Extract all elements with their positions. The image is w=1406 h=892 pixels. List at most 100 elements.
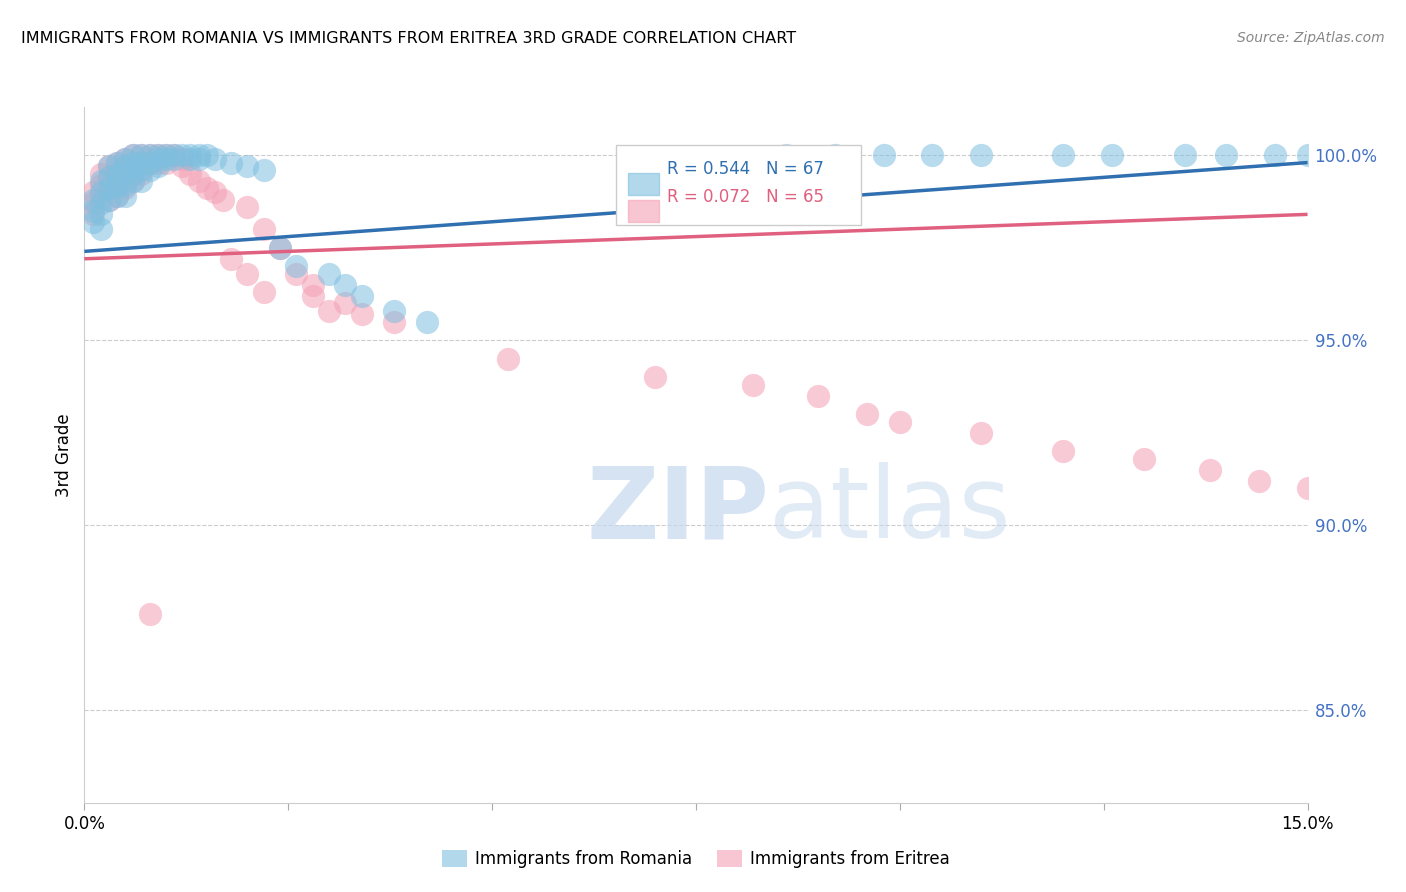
Text: IMMIGRANTS FROM ROMANIA VS IMMIGRANTS FROM ERITREA 3RD GRADE CORRELATION CHART: IMMIGRANTS FROM ROMANIA VS IMMIGRANTS FR… <box>21 31 796 46</box>
Point <box>318 303 340 318</box>
Point <box>889 415 911 429</box>
Point <box>90 207 112 221</box>
Point <box>179 148 201 162</box>
Point <box>97 193 120 207</box>
Point <box>97 181 120 195</box>
Point <box>179 167 201 181</box>
Point <box>253 163 276 178</box>
Point <box>82 185 104 199</box>
Point <box>498 351 520 366</box>
Point <box>138 148 160 162</box>
Point <box>1296 481 1319 495</box>
Point <box>82 193 104 207</box>
Point <box>82 215 104 229</box>
Point <box>131 148 153 162</box>
Point <box>90 196 112 211</box>
Point <box>122 174 145 188</box>
Point <box>219 155 242 169</box>
Point <box>122 155 145 169</box>
Point <box>105 155 128 169</box>
Point <box>155 148 177 162</box>
Point <box>856 407 879 421</box>
Legend: Immigrants from Romania, Immigrants from Eritrea: Immigrants from Romania, Immigrants from… <box>434 843 957 874</box>
Point <box>138 148 160 162</box>
Point <box>807 389 830 403</box>
Point <box>105 178 128 192</box>
Point <box>970 148 993 162</box>
Point <box>253 222 276 236</box>
Point <box>131 167 153 181</box>
Point <box>146 155 169 169</box>
Point <box>105 178 128 192</box>
Point <box>1101 148 1123 162</box>
Point <box>122 167 145 181</box>
Point <box>97 170 120 185</box>
Text: R = 0.072   N = 65: R = 0.072 N = 65 <box>666 188 824 206</box>
Point <box>97 181 120 195</box>
Point <box>350 307 373 321</box>
Point <box>90 178 112 192</box>
Point <box>146 152 169 166</box>
Point <box>82 207 104 221</box>
Point <box>138 155 160 169</box>
Point <box>114 152 136 166</box>
Point <box>146 159 169 173</box>
Point <box>146 148 169 162</box>
Point <box>335 277 357 292</box>
Point <box>114 159 136 173</box>
Point <box>382 303 405 318</box>
Point <box>236 267 259 281</box>
Point <box>1174 148 1197 162</box>
Point <box>1296 148 1319 162</box>
Point <box>970 425 993 440</box>
Point <box>90 185 112 199</box>
Point <box>212 193 235 207</box>
Point <box>1264 148 1286 162</box>
Point <box>155 155 177 169</box>
Point <box>301 289 323 303</box>
Point <box>163 152 186 166</box>
Point <box>122 148 145 162</box>
Point <box>172 152 194 166</box>
Point <box>114 152 136 166</box>
Point <box>163 148 186 162</box>
Point <box>318 267 340 281</box>
Point <box>138 155 160 169</box>
Point <box>138 163 160 178</box>
Point <box>350 289 373 303</box>
Point <box>187 174 209 188</box>
Point <box>155 152 177 166</box>
Text: R = 0.544   N = 67: R = 0.544 N = 67 <box>666 161 824 178</box>
Point <box>824 148 846 162</box>
Point <box>114 167 136 181</box>
Point <box>236 159 259 173</box>
Point <box>131 155 153 169</box>
Point <box>204 152 226 166</box>
Point <box>114 178 136 192</box>
Point <box>204 185 226 199</box>
Point <box>97 170 120 185</box>
Point <box>1247 474 1270 488</box>
Point <box>122 167 145 181</box>
Point <box>90 189 112 203</box>
Point <box>122 174 145 188</box>
Point <box>90 167 112 181</box>
Point <box>382 315 405 329</box>
Point <box>285 259 308 273</box>
Point <box>163 148 186 162</box>
Point <box>105 167 128 181</box>
Point <box>114 159 136 173</box>
Point <box>775 148 797 162</box>
Point <box>105 189 128 203</box>
Point <box>1215 148 1237 162</box>
Point <box>1052 444 1074 458</box>
Point <box>1052 148 1074 162</box>
Point <box>921 148 943 162</box>
Point <box>269 241 291 255</box>
Point <box>236 200 259 214</box>
Point <box>301 277 323 292</box>
Point <box>105 167 128 181</box>
Point <box>97 193 120 207</box>
Point <box>179 152 201 166</box>
Point <box>253 285 276 299</box>
